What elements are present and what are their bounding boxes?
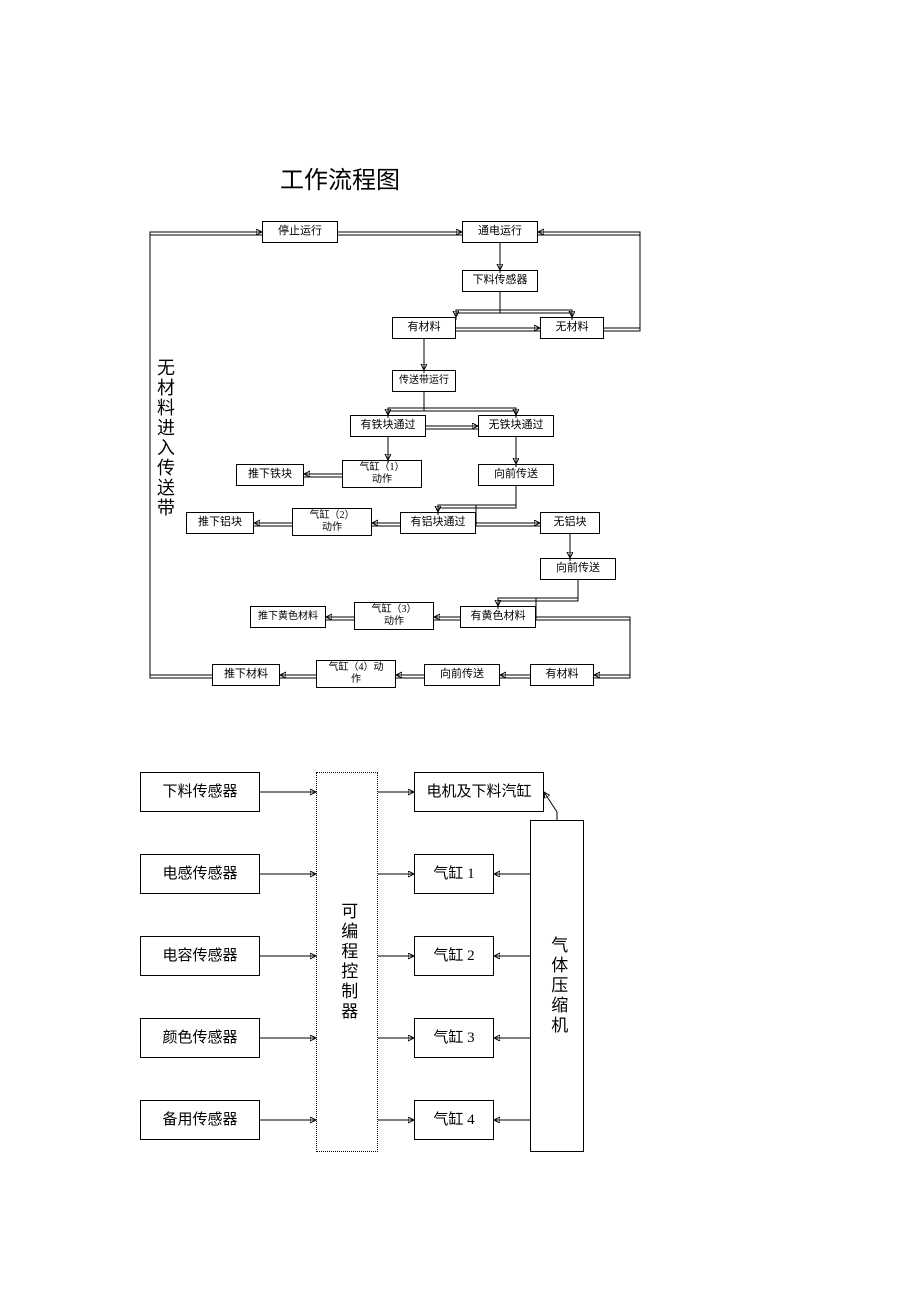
flow-node-al_no: 无铝块: [540, 512, 600, 534]
flow-node-cyl1: 气缸（1） 动作: [342, 460, 422, 488]
flow-node-push_yellow: 推下黄色材料: [250, 606, 326, 628]
block-node-s1: 下料传感器: [140, 772, 260, 812]
flow-node-fwd2: 向前传送: [540, 558, 616, 580]
edge-6: [388, 392, 424, 415]
flow-node-power: 通电运行: [462, 221, 538, 243]
block-node-s2: 电感传感器: [140, 854, 260, 894]
block-node-s4: 颜色传感器: [140, 1018, 260, 1058]
flow-node-al_yes: 有铝块通过: [400, 512, 476, 534]
flow-node-fwd3: 向前传送: [424, 664, 500, 686]
flow-node-push_al: 推下铝块: [186, 512, 254, 534]
flow-node-has_mat: 有材料: [392, 317, 456, 339]
block-node-o3: 气缸 2: [414, 936, 494, 976]
page: 工作流程图 停止运行通电运行下料传感器有材料无材料传送带运行有铁块通过无铁块通过…: [0, 0, 920, 1302]
block-node-o2: 气缸 1: [414, 854, 494, 894]
block-node-comp: 气体压缩机: [530, 820, 584, 1152]
edge-2: [456, 292, 500, 317]
side-vertical-label: 无材料进入传送带: [152, 358, 178, 518]
block-node-plc-label: 可编程控制器: [337, 902, 357, 1022]
flow-node-iron_no: 无铁块通过: [478, 415, 554, 437]
block-node-plc: 可编程控制器: [316, 772, 378, 1152]
edge-3: [500, 292, 572, 317]
edge-13: [438, 486, 516, 512]
block-node-o1: 电机及下料汽缸: [414, 772, 544, 812]
flow-node-no_mat: 无材料: [540, 317, 604, 339]
block-node-o4: 气缸 3: [414, 1018, 494, 1058]
flow-node-stop: 停止运行: [262, 221, 338, 243]
flow-node-push_mat: 推下材料: [212, 664, 280, 686]
block-node-comp-label: 气体压缩机: [547, 936, 567, 1036]
edge-17: [536, 580, 630, 675]
edge-25: [538, 232, 640, 328]
edge-14: [544, 792, 557, 820]
flow-node-cyl2: 气缸（2） 动作: [292, 508, 372, 536]
flow-node-sensor: 下料传感器: [462, 270, 538, 292]
flow-node-cyl4: 气缸（4）动 作: [316, 660, 396, 688]
flow-node-cyl3: 气缸（3） 动作: [354, 602, 434, 630]
edge-12: [476, 486, 540, 523]
flow-node-belt_run: 传送带运行: [392, 370, 456, 392]
edge-18: [498, 580, 578, 606]
flow-node-yellow_yes: 有黄色材料: [460, 606, 536, 628]
block-node-s3: 电容传感器: [140, 936, 260, 976]
block-node-s5: 备用传感器: [140, 1100, 260, 1140]
diagram-title: 工作流程图: [280, 160, 400, 195]
block-node-o5: 气缸 4: [414, 1100, 494, 1140]
flow-node-has_mat2: 有材料: [530, 664, 594, 686]
flow-node-iron_yes: 有铁块通过: [350, 415, 426, 437]
flow-node-push_iron: 推下铁块: [236, 464, 304, 486]
flow-node-fwd1: 向前传送: [478, 464, 554, 486]
edge-7: [424, 392, 516, 415]
